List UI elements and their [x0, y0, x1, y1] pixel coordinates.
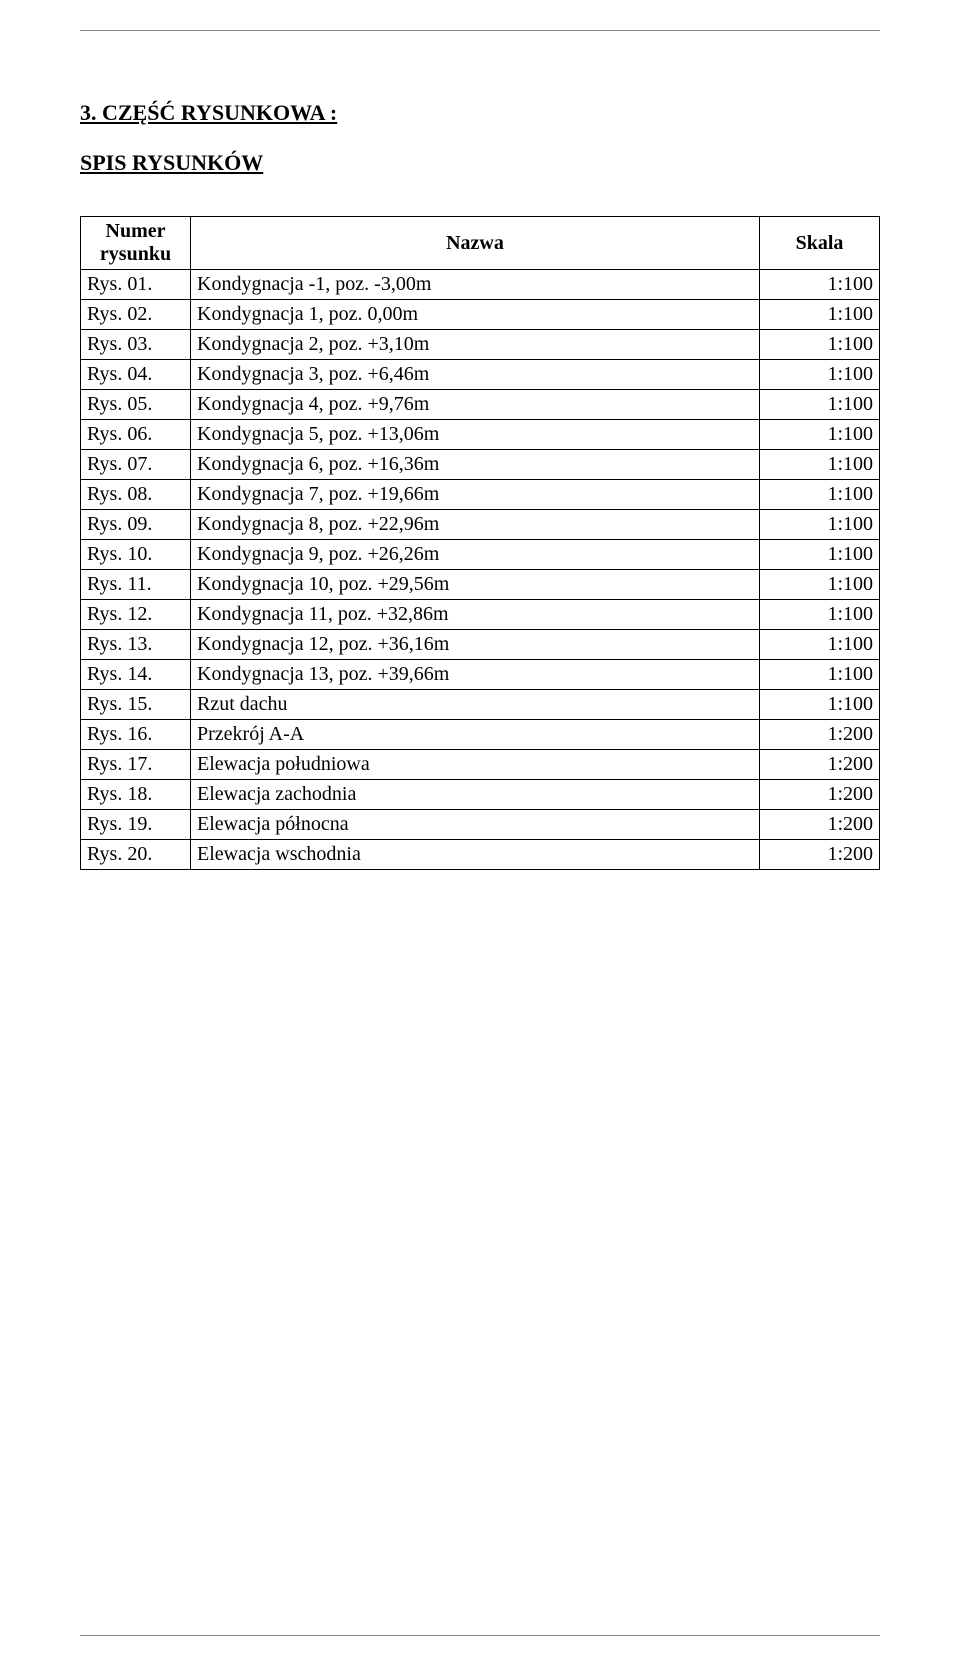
table-row: Rys. 10.Kondygnacja 9, poz. +26,26m1:100: [81, 540, 880, 570]
drawing-scale: 1:100: [760, 270, 880, 300]
drawing-scale: 1:100: [760, 330, 880, 360]
drawing-scale: 1:200: [760, 750, 880, 780]
drawing-name: Kondygnacja 12, poz. +36,16m: [191, 630, 760, 660]
drawing-number: Rys. 02.: [81, 300, 191, 330]
header-number: Numerrysunku: [81, 217, 191, 270]
drawing-number: Rys. 16.: [81, 720, 191, 750]
drawing-name: Elewacja północna: [191, 810, 760, 840]
table-row: Rys. 08.Kondygnacja 7, poz. +19,66m1:100: [81, 480, 880, 510]
drawing-name: Kondygnacja 3, poz. +6,46m: [191, 360, 760, 390]
table-row: Rys. 03.Kondygnacja 2, poz. +3,10m1:100: [81, 330, 880, 360]
drawing-number: Rys. 06.: [81, 420, 191, 450]
drawing-name: Rzut dachu: [191, 690, 760, 720]
table-row: Rys. 12.Kondygnacja 11, poz. +32,86m1:10…: [81, 600, 880, 630]
header-number-line1: Numer: [106, 220, 166, 242]
drawing-name: Kondygnacja 9, poz. +26,26m: [191, 540, 760, 570]
drawing-number: Rys. 09.: [81, 510, 191, 540]
drawing-name: Kondygnacja 11, poz. +32,86m: [191, 600, 760, 630]
drawing-name: Kondygnacja 4, poz. +9,76m: [191, 390, 760, 420]
table-row: Rys. 02.Kondygnacja 1, poz. 0,00m1:100: [81, 300, 880, 330]
drawing-scale: 1:100: [760, 480, 880, 510]
section-heading: 3. CZĘŚĆ RYSUNKOWA :: [80, 100, 880, 126]
drawing-name: Przekrój A-A: [191, 720, 760, 750]
drawing-number: Rys. 13.: [81, 630, 191, 660]
table-row: Rys. 14.Kondygnacja 13, poz. +39,66m1:10…: [81, 660, 880, 690]
drawing-name: Elewacja zachodnia: [191, 780, 760, 810]
table-row: Rys. 17.Elewacja południowa1:200: [81, 750, 880, 780]
drawings-table: Numerrysunku Nazwa Skala Rys. 01.Kondygn…: [80, 216, 880, 870]
table-row: Rys. 18.Elewacja zachodnia1:200: [81, 780, 880, 810]
page: 3. CZĘŚĆ RYSUNKOWA : SPIS RYSUNKÓW Numer…: [0, 0, 960, 1676]
table-row: Rys. 05.Kondygnacja 4, poz. +9,76m1:100: [81, 390, 880, 420]
table-row: Rys. 15.Rzut dachu1:100: [81, 690, 880, 720]
drawing-number: Rys. 20.: [81, 840, 191, 870]
table-row: Rys. 19.Elewacja północna1:200: [81, 810, 880, 840]
drawing-name: Elewacja południowa: [191, 750, 760, 780]
drawing-scale: 1:200: [760, 720, 880, 750]
drawing-scale: 1:100: [760, 390, 880, 420]
drawing-number: Rys. 03.: [81, 330, 191, 360]
drawing-number: Rys. 15.: [81, 690, 191, 720]
drawing-scale: 1:200: [760, 840, 880, 870]
table-row: Rys. 06.Kondygnacja 5, poz. +13,06m1:100: [81, 420, 880, 450]
table-body: Rys. 01.Kondygnacja -1, poz. -3,00m1:100…: [81, 270, 880, 870]
header-number-line2: rysunku: [100, 243, 171, 265]
drawing-name: Kondygnacja 5, poz. +13,06m: [191, 420, 760, 450]
table-row: Rys. 07.Kondygnacja 6, poz. +16,36m1:100: [81, 450, 880, 480]
drawing-number: Rys. 11.: [81, 570, 191, 600]
header-name: Nazwa: [191, 217, 760, 270]
table-row: Rys. 04.Kondygnacja 3, poz. +6,46m1:100: [81, 360, 880, 390]
drawing-scale: 1:100: [760, 660, 880, 690]
drawing-scale: 1:100: [760, 360, 880, 390]
header-scale: Skala: [760, 217, 880, 270]
table-row: Rys. 16.Przekrój A-A1:200: [81, 720, 880, 750]
table-row: Rys. 20.Elewacja wschodnia1:200: [81, 840, 880, 870]
table-row: Rys. 09.Kondygnacja 8, poz. +22,96m1:100: [81, 510, 880, 540]
drawing-number: Rys. 04.: [81, 360, 191, 390]
table-row: Rys. 01.Kondygnacja -1, poz. -3,00m1:100: [81, 270, 880, 300]
top-rule: [80, 30, 880, 31]
drawing-name: Kondygnacja 1, poz. 0,00m: [191, 300, 760, 330]
drawing-number: Rys. 19.: [81, 810, 191, 840]
drawing-name: Kondygnacja 7, poz. +19,66m: [191, 480, 760, 510]
drawing-name: Kondygnacja 8, poz. +22,96m: [191, 510, 760, 540]
bottom-rule: [80, 1635, 880, 1636]
drawing-scale: 1:100: [760, 630, 880, 660]
drawing-number: Rys. 01.: [81, 270, 191, 300]
drawing-scale: 1:100: [760, 570, 880, 600]
table-header-row: Numerrysunku Nazwa Skala: [81, 217, 880, 270]
drawing-scale: 1:100: [760, 600, 880, 630]
drawing-number: Rys. 17.: [81, 750, 191, 780]
drawing-name: Kondygnacja 2, poz. +3,10m: [191, 330, 760, 360]
drawing-name: Elewacja wschodnia: [191, 840, 760, 870]
drawing-scale: 1:100: [760, 420, 880, 450]
drawing-name: Kondygnacja 6, poz. +16,36m: [191, 450, 760, 480]
drawing-number: Rys. 10.: [81, 540, 191, 570]
drawing-number: Rys. 07.: [81, 450, 191, 480]
drawing-scale: 1:100: [760, 450, 880, 480]
drawing-scale: 1:100: [760, 540, 880, 570]
drawing-name: Kondygnacja 13, poz. +39,66m: [191, 660, 760, 690]
drawing-number: Rys. 18.: [81, 780, 191, 810]
table-row: Rys. 13.Kondygnacja 12, poz. +36,16m1:10…: [81, 630, 880, 660]
drawing-number: Rys. 12.: [81, 600, 191, 630]
drawing-scale: 1:100: [760, 690, 880, 720]
section-subheading: SPIS RYSUNKÓW: [80, 150, 880, 176]
drawing-number: Rys. 05.: [81, 390, 191, 420]
drawing-scale: 1:100: [760, 300, 880, 330]
drawing-number: Rys. 14.: [81, 660, 191, 690]
drawing-scale: 1:200: [760, 780, 880, 810]
drawing-scale: 1:200: [760, 810, 880, 840]
drawing-name: Kondygnacja 10, poz. +29,56m: [191, 570, 760, 600]
drawing-name: Kondygnacja -1, poz. -3,00m: [191, 270, 760, 300]
table-row: Rys. 11.Kondygnacja 10, poz. +29,56m1:10…: [81, 570, 880, 600]
drawing-number: Rys. 08.: [81, 480, 191, 510]
drawing-scale: 1:100: [760, 510, 880, 540]
